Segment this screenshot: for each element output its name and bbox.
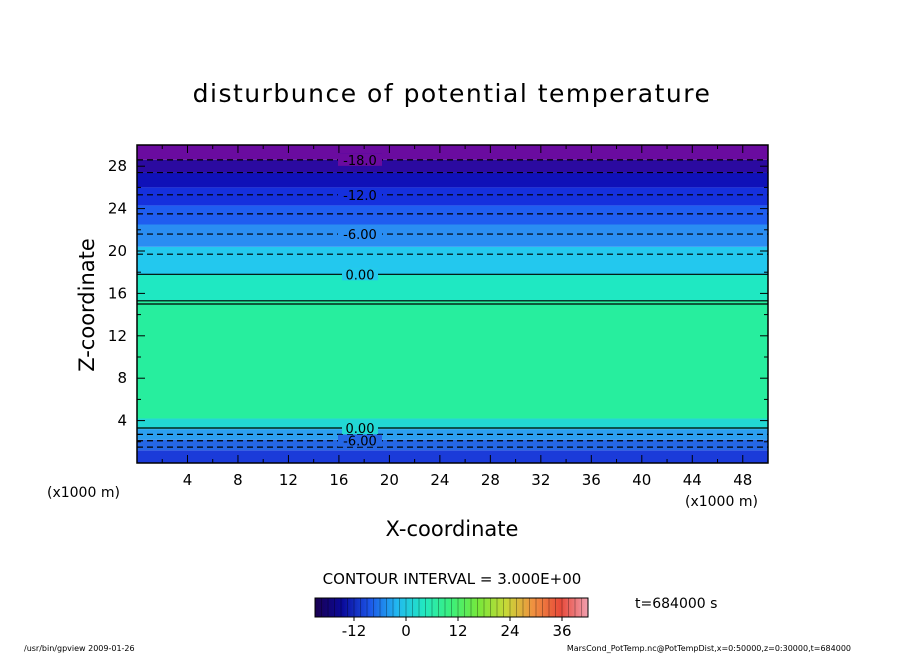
color-band-8 xyxy=(137,205,768,225)
plot-frame xyxy=(136,144,769,464)
color-band-4 xyxy=(137,300,768,419)
contour-label-gap-4 xyxy=(338,228,382,241)
colorbar-tick-label-0: 0 xyxy=(401,622,411,640)
y-tick-label-24: 24 xyxy=(108,200,127,218)
x-unit-right: (x1000 m) xyxy=(685,494,758,510)
colorbar-stripes xyxy=(314,598,589,617)
x-tick-label-20: 20 xyxy=(380,471,399,489)
y-tick-label-28: 28 xyxy=(108,157,127,175)
contour-label-2: -12.0 xyxy=(343,189,377,204)
time-label: t=684000 s xyxy=(635,596,717,612)
color-band-12 xyxy=(137,145,768,160)
contour-label-gap-9 xyxy=(342,422,378,435)
color-band-7 xyxy=(137,224,768,247)
color-band-1 xyxy=(137,439,768,451)
x-tick-label-48: 48 xyxy=(733,471,752,489)
y-tick-label-20: 20 xyxy=(108,242,127,260)
footer-left: /usr/bin/gpview 2009-01-26 xyxy=(24,644,135,653)
contour-interval: CONTOUR INTERVAL = 3.000E+00 xyxy=(323,570,582,588)
contour-label-6: 0.00 xyxy=(346,268,375,283)
y-tick-label-4: 4 xyxy=(117,412,127,430)
x-unit-left: (x1000 m) xyxy=(47,485,120,501)
contour-label-gap-0 xyxy=(338,153,382,166)
color-bands xyxy=(137,145,768,463)
contour-label-0: -18.0 xyxy=(343,154,377,169)
contour-label-4: -6.00 xyxy=(343,228,377,243)
contour-label-gap-2 xyxy=(338,188,382,201)
color-band-3 xyxy=(137,418,768,430)
contour-label-11: -6.00 xyxy=(343,435,377,450)
x-tick-label-28: 28 xyxy=(481,471,500,489)
colorbar-tick-label-24: 24 xyxy=(500,622,519,640)
color-band-9 xyxy=(137,187,768,206)
color-band-6 xyxy=(137,246,768,275)
y-tick-label-12: 12 xyxy=(108,327,127,345)
y-tick-label-16: 16 xyxy=(108,284,127,302)
footer-right: MarsCond_PotTemp.nc@PotTempDist,x=0:5000… xyxy=(567,644,851,653)
y-axis-label: Z-coordinate xyxy=(75,238,99,372)
x-tick-label-12: 12 xyxy=(279,471,298,489)
colorbar-tick-label-12: 12 xyxy=(448,622,467,640)
color-band-5 xyxy=(137,274,768,301)
x-tick-label-8: 8 xyxy=(233,471,243,489)
x-tick-label-4: 4 xyxy=(183,471,193,489)
colorbar-ticks: -12 0 12 24 36 xyxy=(342,617,572,640)
x-tick-label-32: 32 xyxy=(531,471,550,489)
x-tick-label-36: 36 xyxy=(582,471,601,489)
y-tick-label-8: 8 xyxy=(117,369,127,387)
colorbar-tick-label--12: -12 xyxy=(342,622,367,640)
color-band-10 xyxy=(137,172,768,188)
chart-title: disturbunce of potential temperature xyxy=(193,79,712,108)
contour-label-gap-11 xyxy=(338,434,382,447)
x-tick-label-16: 16 xyxy=(329,471,348,489)
colorbar-tick-label-36: 36 xyxy=(552,622,571,640)
x-tick-label-24: 24 xyxy=(430,471,449,489)
contour-lines: -18.0-12.0-6.000.000.00-6.00 xyxy=(137,153,768,450)
x-tick-label-40: 40 xyxy=(632,471,651,489)
color-band-0 xyxy=(137,450,768,463)
contour-label-9: 0.00 xyxy=(346,422,375,437)
contour-label-gap-6 xyxy=(342,268,378,281)
x-axis-label: X-coordinate xyxy=(386,517,519,541)
color-band-11 xyxy=(137,159,768,173)
x-tick-label-44: 44 xyxy=(683,471,702,489)
